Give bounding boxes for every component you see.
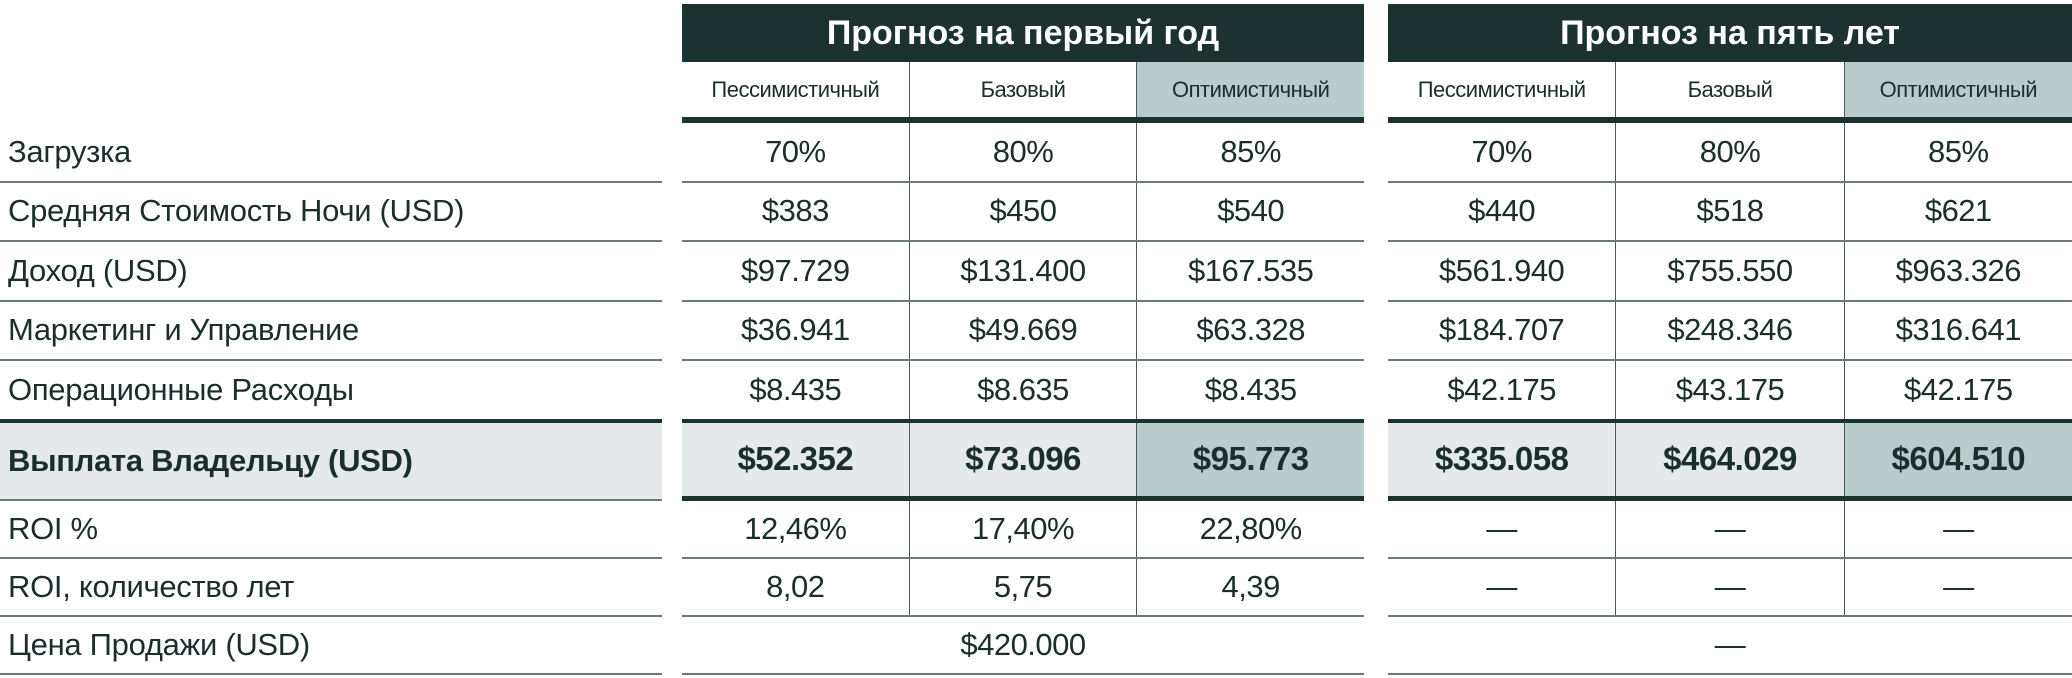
- table-cell: 12,46%: [682, 500, 910, 557]
- table-cell: $131.400: [910, 242, 1138, 300]
- table-cell: $561.940: [1388, 242, 1617, 300]
- sale-price-value: $420.000: [960, 626, 1086, 662]
- scenario-header-row: Пессимистичный Базовый Оптимистичный: [682, 62, 1365, 123]
- owner-payout-row: $52.352 $73.096 $95.773: [682, 418, 1365, 501]
- table-cell: 85%: [1928, 133, 1989, 169]
- table-cell: $49.669: [910, 301, 1138, 359]
- table-cell: $450: [910, 182, 1138, 240]
- scenario-header: Пессимистичный: [682, 62, 910, 117]
- table-cell: $464.029: [1616, 422, 1845, 496]
- row-label: Цена Продажи (USD): [0, 617, 662, 675]
- table-cell: $95.773: [1137, 422, 1365, 496]
- table-cell: $383: [682, 182, 910, 240]
- table-cell: —: [1943, 510, 1974, 546]
- table-cell: 80%: [1616, 123, 1845, 181]
- row-label: Средняя Стоимость Ночи (USD): [0, 183, 662, 242]
- table-row: $561.940 $755.550 $963.326: [1388, 242, 2072, 302]
- table-cell: $42.175: [1388, 361, 1617, 419]
- row-label: ROI %: [0, 501, 662, 559]
- table-cell: $8.635: [910, 361, 1138, 419]
- row-labels: Загрузка Средняя Стоимость Ночи (USD) Дохо…: [0, 0, 662, 675]
- table-cell: $8.435: [682, 361, 910, 419]
- table-cell: 70%: [1388, 123, 1617, 181]
- table-cell: $42.175: [1904, 371, 2013, 407]
- sale-price-value: —: [1714, 626, 1746, 662]
- table-row: 12,46% 17,40% 22,80%: [682, 500, 1364, 559]
- table-cell: $73.096: [910, 422, 1138, 496]
- table-row: $42.175 $43.175 $42.175: [1388, 361, 2072, 421]
- table-row: $383 $450 $540: [682, 182, 1364, 242]
- table-cell: $184.707: [1388, 301, 1617, 359]
- table-cell: 80%: [910, 123, 1138, 181]
- table-cell: —: [1616, 558, 1845, 615]
- row-label: Загрузка: [0, 123, 662, 183]
- table-cell: $8.435: [1204, 371, 1297, 407]
- table-row: 70% 80% 85%: [1388, 123, 2072, 183]
- scenario-header: Оптимистичный: [1137, 62, 1365, 117]
- table-title: Прогноз на пять лет: [1388, 4, 2072, 62]
- table-row: $440 $518 $621: [1388, 182, 2072, 242]
- five-year-forecast-table: Прогноз на пять лет Пессимистичный Базовый…: [1388, 0, 2072, 675]
- table-cell: —: [1388, 500, 1617, 557]
- sale-price-row: —: [1388, 617, 2072, 675]
- table-cell: $963.326: [1895, 252, 2022, 288]
- table-cell: $36.941: [682, 301, 910, 359]
- row-label: Выплата Владельцу (USD): [0, 418, 662, 501]
- scenario-header: Пессимистичный: [1388, 62, 1617, 117]
- table-cell: —: [1943, 568, 1974, 604]
- row-label: Операционные Расходы: [0, 361, 662, 421]
- table-cell: 8,02: [682, 558, 910, 615]
- table-cell: 17,40%: [910, 500, 1138, 557]
- table-cell: $167.535: [1188, 252, 1314, 288]
- scenario-header: Базовый: [910, 62, 1138, 117]
- row-label: Маркетинг и Управление: [0, 302, 662, 361]
- table-row: $8.435 $8.635 $8.435: [682, 361, 1364, 421]
- table-cell: $63.328: [1196, 312, 1305, 348]
- table-cell: $43.175: [1616, 361, 1845, 419]
- table-row: $97.729 $131.400 $167.535: [682, 242, 1364, 302]
- table-cell: $755.550: [1616, 242, 1845, 300]
- table-cell: 85%: [1220, 133, 1281, 169]
- table-cell: $97.729: [682, 242, 910, 300]
- table-cell: $518: [1616, 182, 1845, 240]
- table-cell: —: [1616, 500, 1845, 557]
- table-row: 70% 80% 85%: [682, 123, 1364, 183]
- table-cell: $248.346: [1616, 301, 1845, 359]
- table-cell: $604.510: [1844, 422, 2072, 496]
- scenario-header: Оптимистичный: [1844, 62, 2072, 117]
- owner-payout-row: $335.058 $464.029 $604.510: [1388, 418, 2072, 501]
- table-row: — — —: [1388, 500, 2072, 559]
- table-cell: —: [1388, 558, 1617, 615]
- table-cell: $316.641: [1895, 312, 2022, 348]
- table-cell: $52.352: [682, 422, 910, 496]
- row-label: ROI, количество лет: [0, 559, 662, 617]
- scenario-header: Базовый: [1616, 62, 1845, 117]
- table-cell: 70%: [682, 123, 910, 181]
- table-cell: $335.058: [1388, 422, 1617, 496]
- row-label: Доход (USD): [0, 242, 662, 302]
- table-cell: $621: [1924, 193, 1992, 229]
- table-cell: 5,75: [910, 558, 1138, 615]
- table-title: Прогноз на первый год: [682, 4, 1364, 62]
- table-cell: $440: [1388, 182, 1617, 240]
- table-row: $36.941 $49.669 $63.328: [682, 301, 1364, 361]
- table-row: — — —: [1388, 558, 2072, 617]
- table-cell: $540: [1217, 193, 1285, 229]
- table-cell: 22,80%: [1199, 510, 1303, 546]
- first-year-forecast-table: Прогноз на первый год Пессимистичный Базов…: [682, 0, 1365, 675]
- table-row: $184.707 $248.346 $316.641: [1388, 301, 2072, 361]
- sale-price-row: $420.000: [682, 617, 1364, 675]
- table-cell: 4,39: [1221, 568, 1281, 604]
- table-row: 8,02 5,75 4,39: [682, 558, 1364, 617]
- scenario-header-row: Пессимистичный Базовый Оптимистичный: [1388, 62, 2072, 123]
